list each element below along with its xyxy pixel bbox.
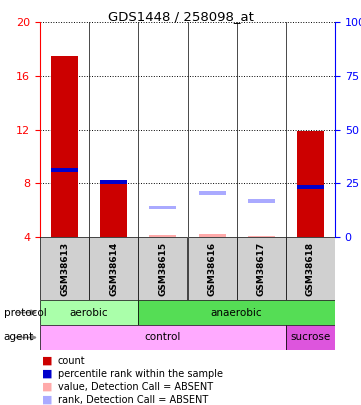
Bar [199,234,226,237]
Bar [248,236,275,237]
Bar [138,237,187,300]
Bar [149,206,177,209]
Bar [248,199,275,202]
Text: GSM38617: GSM38617 [257,241,266,296]
Text: GSM38615: GSM38615 [158,241,168,296]
Text: ■: ■ [42,369,52,379]
Bar [199,236,226,237]
Bar [199,191,226,194]
Text: aerobic: aerobic [70,307,108,318]
Bar [149,236,177,237]
Bar [51,168,78,172]
Bar [100,180,127,184]
Text: agent: agent [4,333,34,343]
Text: GSM38616: GSM38616 [208,241,217,296]
Text: GSM38618: GSM38618 [306,241,315,296]
Text: GDS1448 / 258098_at: GDS1448 / 258098_at [108,10,253,23]
Text: protocol: protocol [4,307,46,318]
Bar [297,131,324,237]
Bar [40,300,138,325]
Text: count: count [58,356,86,366]
Bar [297,185,324,189]
Text: percentile rank within the sample: percentile rank within the sample [58,369,223,379]
Text: anaerobic: anaerobic [211,307,262,318]
Bar [40,325,286,350]
Bar [40,237,89,300]
Text: ■: ■ [42,395,52,405]
Bar [286,325,335,350]
Bar [149,235,177,237]
Bar [89,237,138,300]
Text: control: control [145,333,181,343]
Bar [248,236,275,237]
Text: sucrose: sucrose [290,333,331,343]
Bar [100,182,127,237]
Bar [237,237,286,300]
Text: ■: ■ [42,382,52,392]
Text: value, Detection Call = ABSENT: value, Detection Call = ABSENT [58,382,213,392]
Bar [138,300,335,325]
Bar [286,237,335,300]
Bar [187,237,237,300]
Text: GSM38613: GSM38613 [60,241,69,296]
Text: rank, Detection Call = ABSENT: rank, Detection Call = ABSENT [58,395,208,405]
Bar [51,55,78,237]
Text: ■: ■ [42,356,52,366]
Text: GSM38614: GSM38614 [109,241,118,296]
